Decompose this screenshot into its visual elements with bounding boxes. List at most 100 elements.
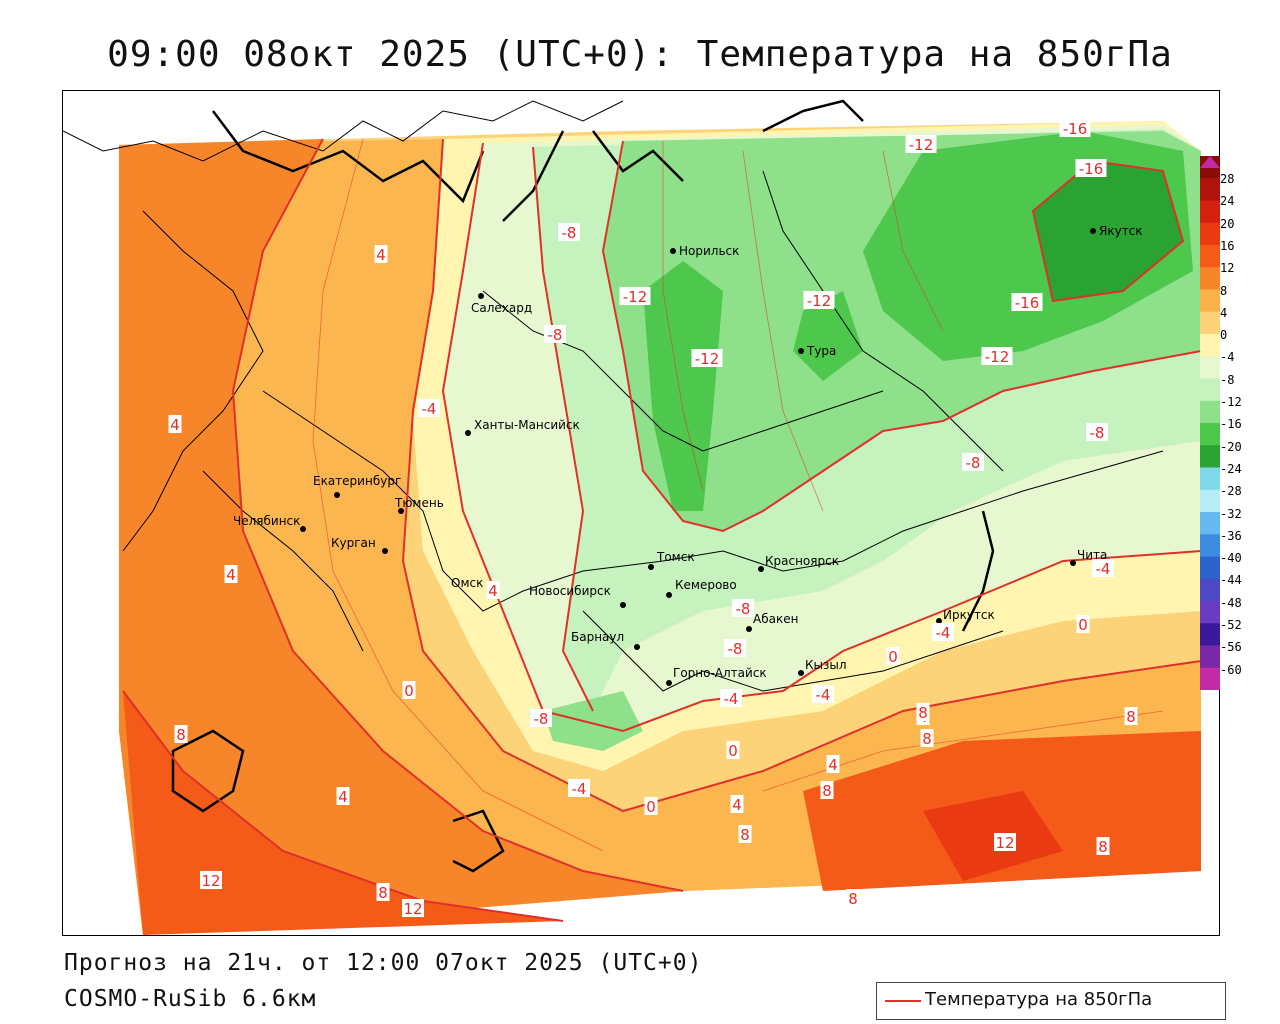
- isotherm-label-bg: [803, 291, 835, 309]
- isotherm-label-bg: [962, 453, 984, 471]
- city-dot: [620, 602, 626, 608]
- isotherm-label: -8: [966, 454, 981, 472]
- city-label: Кемерово: [675, 578, 737, 592]
- city-dot: [758, 566, 764, 572]
- city-dot: [465, 430, 471, 436]
- isotherm-label: 4: [488, 582, 498, 600]
- isotherm-label-bg: [738, 825, 752, 843]
- map-title: 09:00 08окт 2025 (UTC+0): Температура на…: [107, 34, 1173, 75]
- isotherm-label-bg: [1124, 707, 1138, 725]
- city-dot: [1090, 228, 1096, 234]
- colorbar-tick: -52: [1220, 618, 1242, 632]
- isotherm-label-bg: [174, 725, 188, 743]
- isotherm-label: 0: [404, 682, 414, 700]
- isotherm-label-bg: [644, 797, 658, 815]
- isotherm-label-bg: [1075, 159, 1107, 177]
- isotherm-label: 0: [646, 798, 656, 816]
- legend-line-swatch: [885, 1000, 921, 1002]
- city-dot: [1070, 560, 1076, 566]
- isotherm-label-bg: [820, 781, 834, 799]
- isotherm-label-bg: [486, 581, 500, 599]
- city-dot: [334, 492, 340, 498]
- isotherm-label-bg: [826, 755, 840, 773]
- city-markers: Норильск Якутск Салехард Тура Ханты-Мансийск…: [233, 224, 1143, 686]
- isotherm-label: -8: [548, 326, 563, 344]
- isotherm-label-bg: [619, 287, 651, 305]
- isotherm-label: 12: [201, 872, 220, 890]
- city-dot: [300, 526, 306, 532]
- city-dot: [648, 564, 654, 570]
- colorbar-tick: -48: [1220, 595, 1242, 610]
- city-dot: [634, 644, 640, 650]
- colorbar-tick: -56: [1220, 640, 1242, 655]
- colorbar: [1200, 156, 1220, 691]
- isotherm-label: -8: [1090, 424, 1105, 442]
- city-label: Норильск: [679, 244, 739, 258]
- isotherm-label: 12: [403, 900, 422, 918]
- isotherm-label: -12: [985, 348, 1010, 366]
- isotherm-label-bg: [224, 565, 238, 583]
- isotherm-label: 4: [376, 246, 386, 264]
- isotherm-label-bg: [376, 883, 390, 901]
- isotherm-label: -4: [816, 686, 831, 704]
- isotherm-label: -8: [728, 640, 743, 658]
- isotherm-label-bg: [726, 741, 740, 759]
- isotherm-label: 8: [176, 726, 186, 744]
- city-label: Томск: [656, 550, 695, 564]
- isotherm-label: -12: [909, 136, 934, 154]
- isotherm-label: 8: [1098, 838, 1108, 856]
- colorbar-tick: -8: [1220, 372, 1235, 387]
- isotherm-label: 8: [848, 890, 858, 908]
- city-dot: [936, 618, 942, 624]
- isotherm-label: -4: [572, 780, 587, 798]
- isotherm-label-bg: [374, 245, 388, 263]
- isotherm-label: -4: [422, 400, 437, 418]
- isotherm-label-bg: [691, 349, 723, 367]
- isotherm-label-bg: [1086, 423, 1108, 441]
- city-label: Омск: [451, 576, 483, 590]
- isotherm-label-bg: [724, 639, 746, 657]
- isotherm-label-bg: [1076, 615, 1090, 633]
- colorbar-tick: -40: [1220, 551, 1242, 566]
- isotherm-label: 4: [732, 796, 742, 814]
- legend: Температура на 850гПа: [876, 982, 1226, 1020]
- isotherm-label-bg: [402, 681, 416, 699]
- isotherm-label: 8: [922, 730, 932, 748]
- city-label: Челябинск: [233, 514, 300, 528]
- isotherm-label: 8: [822, 782, 832, 800]
- city-dot: [382, 548, 388, 554]
- isotherm-label: -4: [1096, 560, 1111, 578]
- isotherm-label-bg: [1011, 293, 1043, 311]
- colorbar-tick: -4: [1220, 350, 1235, 365]
- isotherm-label-bg: [920, 729, 934, 747]
- isotherm-label-bg: [544, 325, 566, 343]
- isotherm-label: -16: [1063, 120, 1088, 138]
- city-label: Ханты-Мансийск: [474, 418, 580, 432]
- city-label: Новосибирск: [529, 584, 611, 598]
- city-dot: [798, 348, 804, 354]
- colorbar-tick: -20: [1220, 439, 1242, 454]
- colorbar-tick: -24: [1220, 461, 1242, 476]
- city-label: Горно-Алтайск: [673, 666, 767, 680]
- isotherm-label: 8: [1126, 708, 1136, 726]
- city-label: Екатеринбург: [313, 474, 401, 488]
- isotherm-label-bg: [568, 779, 590, 797]
- isotherm-label-bg: [720, 689, 742, 707]
- isotherm-label: -8: [736, 600, 751, 618]
- city-label: Барнаул: [571, 630, 624, 644]
- isotherm-label: 8: [740, 826, 750, 844]
- city-label: Абакен: [753, 612, 798, 626]
- map-panel[interactable]: Норильск Якутск Салехард Тура Ханты-Мансийск…: [62, 90, 1220, 936]
- isotherm-label: -4: [936, 624, 951, 642]
- isotherm-label: 4: [226, 566, 236, 584]
- isotherm-label: -16: [1079, 160, 1104, 178]
- colorbar-tick: 28: [1220, 172, 1235, 186]
- colorbar-tick: -16: [1220, 417, 1242, 432]
- city-dot: [670, 248, 676, 254]
- city-dot: [666, 680, 672, 686]
- isotherm-label: 8: [378, 884, 388, 902]
- city-label: Тюмень: [394, 496, 444, 510]
- colorbar-tick: -12: [1220, 395, 1242, 409]
- isotherm-label-bg: [418, 399, 440, 417]
- isotherm-label: -16: [1015, 294, 1040, 312]
